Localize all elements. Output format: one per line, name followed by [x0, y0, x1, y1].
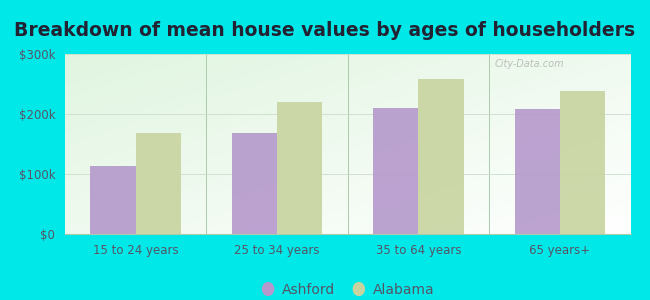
Bar: [232, 133, 277, 234]
Text: City-Data.com: City-Data.com: [495, 59, 564, 69]
Bar: [277, 102, 322, 234]
Bar: [90, 166, 136, 234]
Bar: [515, 109, 560, 234]
Bar: [560, 91, 605, 234]
Bar: [419, 79, 463, 234]
Legend: Ashford, Alabama: Ashford, Alabama: [255, 278, 440, 300]
Bar: [373, 108, 419, 234]
Text: Breakdown of mean house values by ages of householders: Breakdown of mean house values by ages o…: [14, 21, 636, 40]
Bar: [136, 133, 181, 234]
